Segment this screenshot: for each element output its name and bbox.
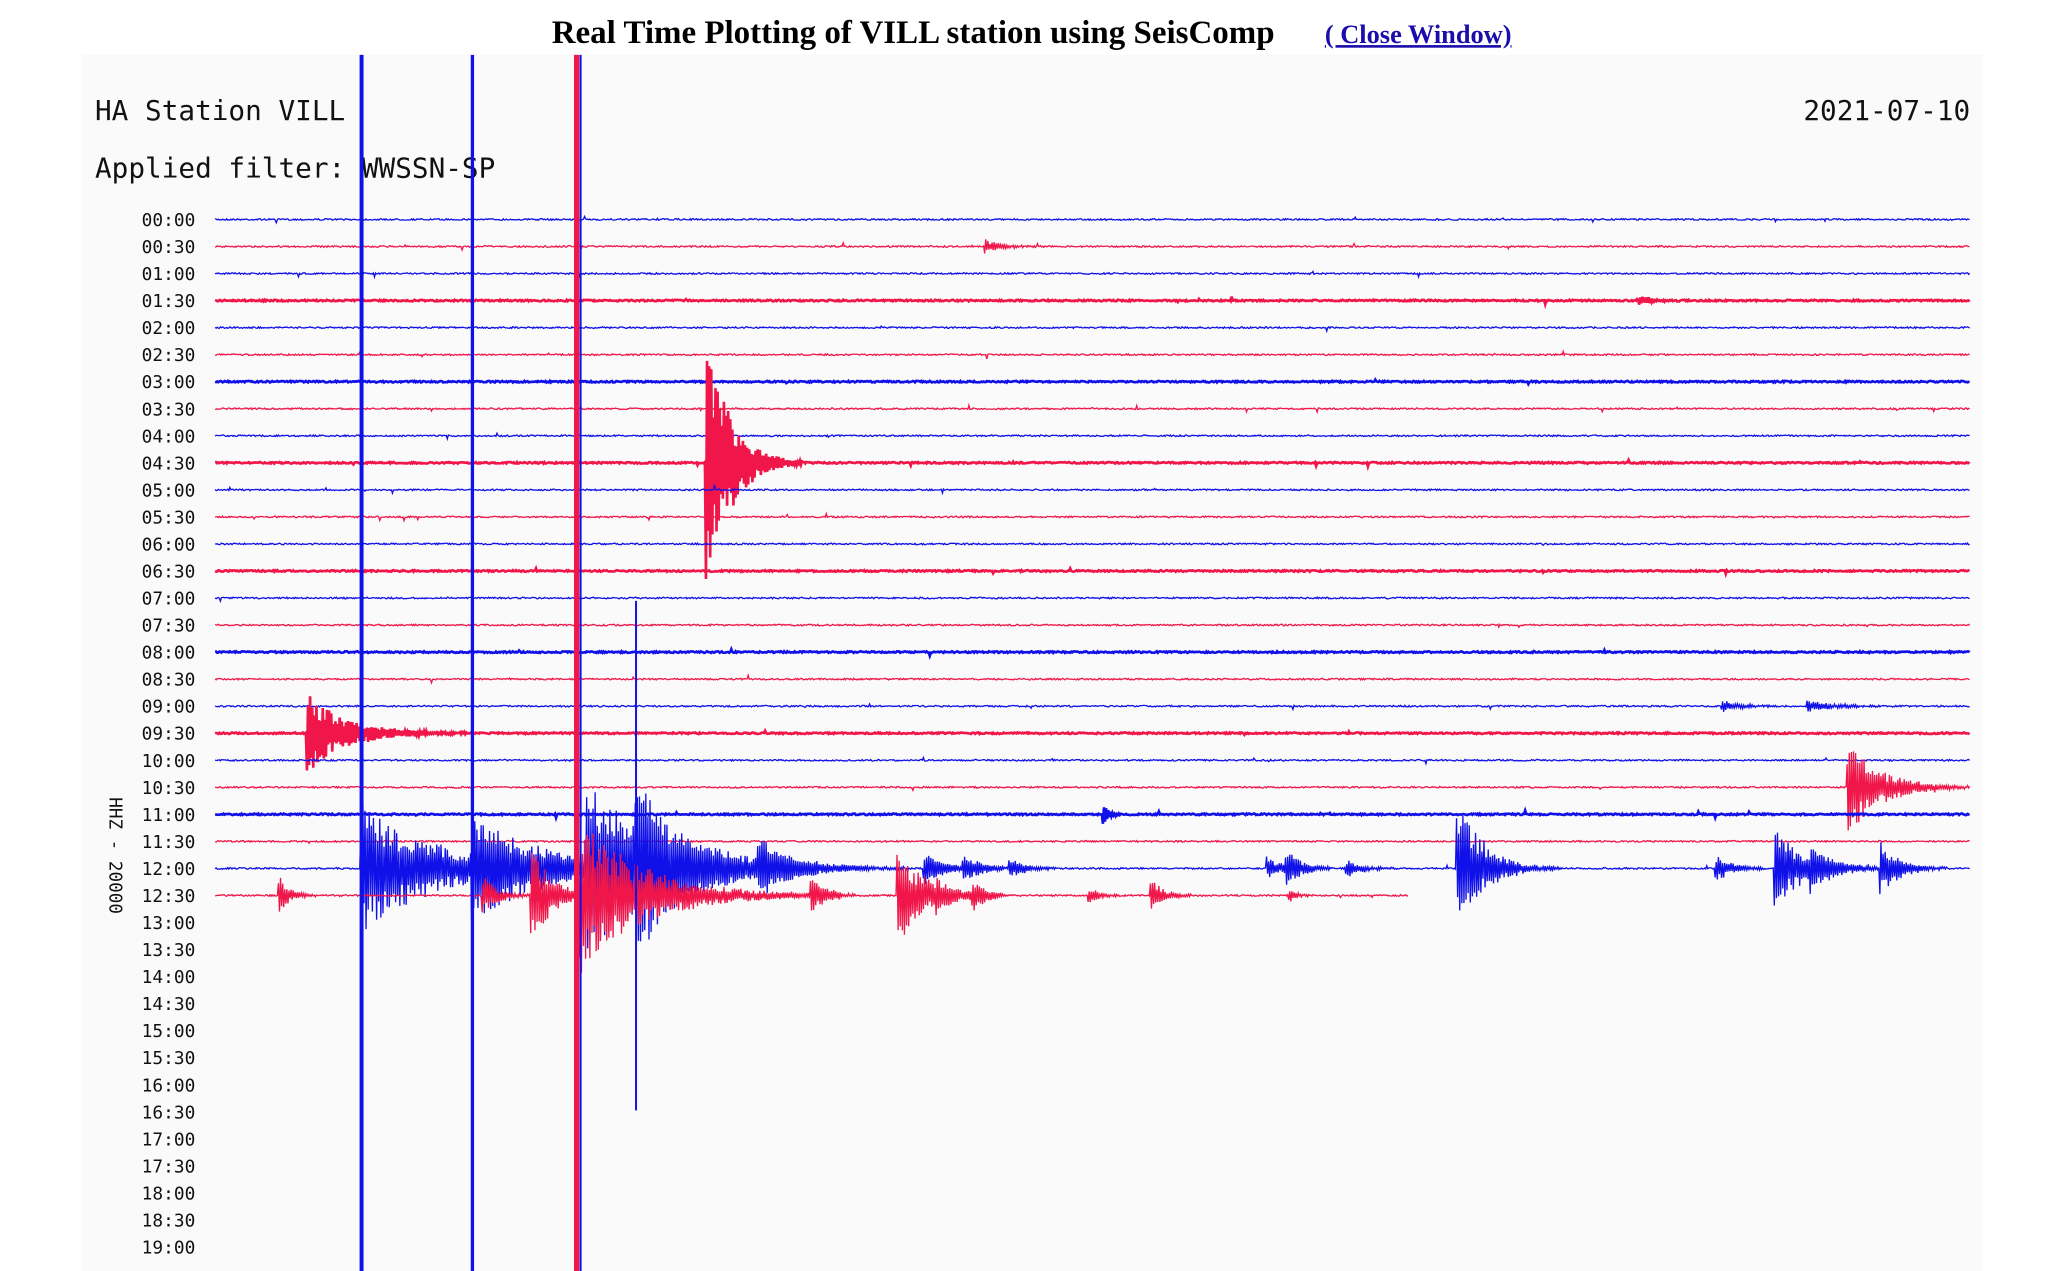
time-label: 00:30 <box>142 238 196 258</box>
trace <box>214 564 1970 579</box>
trace <box>214 792 1971 951</box>
trace <box>214 239 1970 254</box>
trace <box>214 511 1970 523</box>
time-label: 04:00 <box>142 427 196 447</box>
trace <box>214 751 1971 831</box>
time-label: 16:30 <box>142 1103 196 1123</box>
time-label: 13:30 <box>142 941 196 961</box>
time-label: 00:00 <box>142 211 196 231</box>
time-label: 05:30 <box>142 508 196 528</box>
trace <box>214 672 1970 685</box>
trace <box>214 431 1970 442</box>
trace <box>214 696 1971 771</box>
time-label: 18:00 <box>142 1184 196 1204</box>
time-label: 01:30 <box>142 292 196 312</box>
trace <box>215 349 1970 360</box>
trace <box>214 755 1971 766</box>
time-label: 03:30 <box>142 400 196 420</box>
time-label: 14:30 <box>142 995 196 1015</box>
time-label: 19:00 <box>142 1239 196 1259</box>
trace <box>214 700 1970 712</box>
time-label: 05:00 <box>142 481 196 501</box>
trace <box>214 296 1971 310</box>
time-label: 16:00 <box>142 1076 196 1096</box>
trace <box>214 596 1970 604</box>
time-label: 14:00 <box>142 968 196 988</box>
station-label: HA Station VILL <box>95 94 345 127</box>
time-label: 09:30 <box>142 725 196 745</box>
trace <box>214 214 1970 225</box>
time-label: 08:30 <box>142 671 196 691</box>
time-label: 11:30 <box>142 833 196 853</box>
plot-panel <box>81 54 1984 1271</box>
trace <box>215 623 1971 630</box>
trace <box>214 324 1970 334</box>
time-label: 06:00 <box>142 536 196 556</box>
time-label: 03:00 <box>142 373 196 393</box>
time-label: 18:30 <box>142 1212 196 1232</box>
time-label: 10:30 <box>142 779 196 799</box>
time-label: 02:00 <box>142 319 196 339</box>
time-label: 01:00 <box>142 265 196 285</box>
trace <box>214 833 1409 973</box>
time-label: 02:30 <box>142 346 196 366</box>
time-label: 06:30 <box>142 563 196 583</box>
time-label: 12:00 <box>142 860 196 880</box>
channel-label: HHZ - 20000 <box>105 797 125 914</box>
time-label: 13:00 <box>142 914 196 934</box>
trace <box>214 839 1970 845</box>
date-label: 2021-07-10 <box>1803 94 1970 127</box>
time-label: 12:30 <box>142 887 196 907</box>
seismogram <box>214 54 1971 1271</box>
filter-label: Applied filter: WWSSN-SP <box>95 152 495 185</box>
time-label: 17:30 <box>142 1157 196 1177</box>
trace <box>215 645 1971 661</box>
time-label: 07:30 <box>142 617 196 637</box>
trace <box>214 376 1970 388</box>
time-label: 17:00 <box>142 1130 196 1150</box>
trace <box>214 270 1971 280</box>
page-title: Real Time Plotting of VILL station using… <box>552 15 1275 51</box>
trace <box>214 483 1970 496</box>
close-window-link[interactable]: ( Close Window) <box>1325 20 1512 49</box>
time-label: 07:00 <box>142 590 196 610</box>
time-label: 15:00 <box>142 1022 196 1042</box>
time-label: 09:00 <box>142 698 196 718</box>
trace <box>214 402 1970 415</box>
time-label: 08:00 <box>142 644 196 664</box>
time-label: 15:30 <box>142 1049 196 1069</box>
time-label: 11:00 <box>142 806 196 826</box>
trace <box>214 806 1970 824</box>
time-label: 10:00 <box>142 752 196 772</box>
trace <box>214 360 1971 579</box>
time-label: 04:30 <box>142 454 196 474</box>
trace <box>214 542 1970 547</box>
